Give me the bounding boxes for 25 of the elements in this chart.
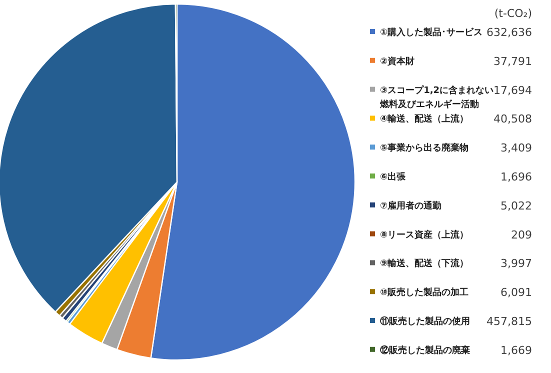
legend-label: ④輸送、配送（上流） [380, 114, 469, 125]
legend-label: ①購入した製品･サービス [380, 27, 483, 38]
legend-title: (t-CO₂) [494, 7, 532, 20]
data-label: 6,091 [500, 286, 532, 300]
data-label: 5,022 [500, 199, 532, 212]
legend-label: ③スコープ1,2に含まれない燃料及びエネルギー活動 [379, 84, 494, 110]
data-label: 209 [511, 228, 532, 242]
legend-label: ⑧リース資産（上流） [380, 229, 469, 240]
legend-label: ⑪販売した製品の使用 [380, 316, 470, 327]
legend-label: ②資本財 [380, 56, 415, 67]
data-label: 3,997 [500, 257, 532, 270]
data-label: 1,696 [500, 170, 532, 184]
legend-label: ⑦雇用者の通勤 [380, 200, 442, 212]
legend-label: ⑥出張 [380, 172, 407, 182]
legend-label: ⑤事業から出る廃棄物 [380, 142, 469, 154]
data-label: 1,669 [500, 344, 532, 357]
data-label: 37,791 [494, 54, 532, 68]
data-label: 3,409 [500, 142, 532, 155]
legend-label: ⑫販売した製品の廃棄 [380, 344, 470, 356]
data-label: 457,815 [486, 315, 532, 328]
data-label: 40,508 [494, 112, 532, 126]
data-label: 17,694 [494, 84, 532, 97]
legend-label: ⑩販売した製品の加工 [380, 287, 469, 298]
data-label: 632,636 [486, 26, 532, 39]
legend-label: ⑨輸送、配送（下流） [380, 258, 469, 270]
